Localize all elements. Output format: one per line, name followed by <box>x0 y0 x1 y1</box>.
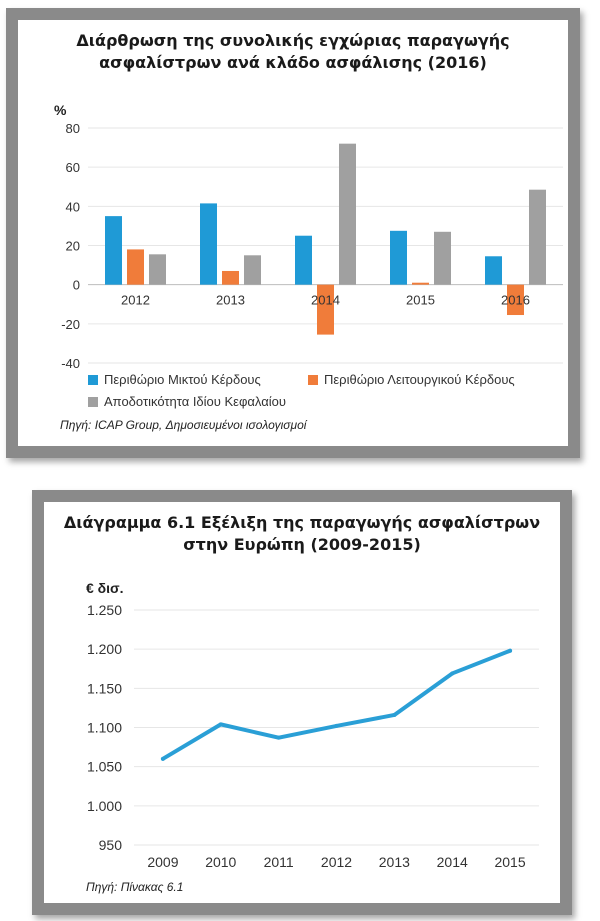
y-tick-label: 80 <box>66 121 80 136</box>
bar <box>200 203 217 285</box>
data-point <box>276 735 281 740</box>
chart-title: Διάρθρωση της συνολικής εγχώριας παραγωγ… <box>76 31 510 72</box>
bar <box>507 284 524 316</box>
y-tick-label: 1.050 <box>87 759 122 775</box>
chart-title: Διάγραμμα 6.1 Εξέλιξη της παραγωγής ασφα… <box>63 513 541 554</box>
y-tick-label: 1.100 <box>87 720 122 736</box>
y-tick-label: 950 <box>99 837 123 853</box>
x-tick-label: 2011 <box>264 854 294 870</box>
bar <box>295 235 312 285</box>
legend-item: Περιθώριο Λειτουργικού Κέρδους <box>308 372 515 387</box>
bar <box>149 254 166 285</box>
y-tick-label: 40 <box>66 199 80 214</box>
y-tick-label: -20 <box>61 317 80 332</box>
x-tick-label: 2012 <box>121 293 150 308</box>
y-tick-label: 1.250 <box>87 602 122 618</box>
x-tick-label: 2015 <box>494 854 525 870</box>
y-axis-unit: % <box>54 102 67 118</box>
legend-swatch <box>308 375 318 385</box>
bar <box>222 270 239 285</box>
bar <box>339 143 356 285</box>
x-tick-label: 2016 <box>501 293 530 308</box>
bar <box>317 284 334 335</box>
x-tick-label: 2014 <box>437 854 468 870</box>
data-point <box>334 723 339 728</box>
source-note: Πηγή: Πίνακας 6.1 <box>86 880 184 894</box>
x-tick-label: 2009 <box>147 854 178 870</box>
legend-swatch <box>88 397 98 407</box>
legend-label: Περιθώριο Μικτού Κέρδους <box>104 372 261 387</box>
legend-label: Αποδοτικότητα Ιδίου Κεφαλαίου <box>104 394 286 409</box>
x-tick-label: 2013 <box>379 854 410 870</box>
legend-label: Περιθώριο Λειτουργικού Κέρδους <box>324 372 515 387</box>
data-point <box>160 756 165 761</box>
data-point <box>450 671 455 676</box>
x-tick-label: 2014 <box>311 293 340 308</box>
bar <box>529 189 546 285</box>
chart-panel-composition: Διάρθρωση της συνολικής εγχώριας παραγωγ… <box>6 8 580 458</box>
bar <box>434 231 451 285</box>
x-tick-label: 2012 <box>321 854 352 870</box>
series-line <box>160 648 513 761</box>
data-point <box>508 648 513 653</box>
y-tick-label: 1.150 <box>87 680 122 696</box>
y-tick-label: 20 <box>66 239 80 254</box>
y-tick-label: -40 <box>61 356 80 371</box>
bar <box>412 282 429 285</box>
source-note: Πηγή: ICAP Group, Δημοσιευμένοι ισολογισ… <box>60 418 307 432</box>
y-tick-label: 60 <box>66 160 80 175</box>
chart-panel-europe: Διάγραμμα 6.1 Εξέλιξη της παραγωγής ασφα… <box>32 490 572 915</box>
y-tick-label: 1.000 <box>87 798 122 814</box>
bar <box>244 255 261 285</box>
data-point <box>392 712 397 717</box>
line-chart: 950 1.000 1.050 1.100 1.150 1.200 1.250 2009 201… <box>87 602 539 870</box>
bar <box>105 216 122 285</box>
y-tick-label: 0 <box>73 278 80 293</box>
x-tick-label: 2015 <box>406 293 435 308</box>
bar <box>390 230 407 285</box>
bar <box>485 256 502 285</box>
y-axis-unit: € δισ. <box>86 580 124 596</box>
bar-chart: -40 -20 0 20 40 60 80 2012 2013 2014 2015 2016 <box>61 121 563 371</box>
legend-item: Αποδοτικότητα Ιδίου Κεφαλαίου <box>88 394 286 409</box>
x-tick-label: 2013 <box>216 293 245 308</box>
legend-swatch <box>88 375 98 385</box>
data-point <box>218 722 223 727</box>
legend-item: Περιθώριο Μικτού Κέρδους <box>88 372 261 387</box>
bar <box>127 249 144 285</box>
x-tick-label: 2010 <box>205 854 236 870</box>
y-tick-label: 1.200 <box>87 641 122 657</box>
